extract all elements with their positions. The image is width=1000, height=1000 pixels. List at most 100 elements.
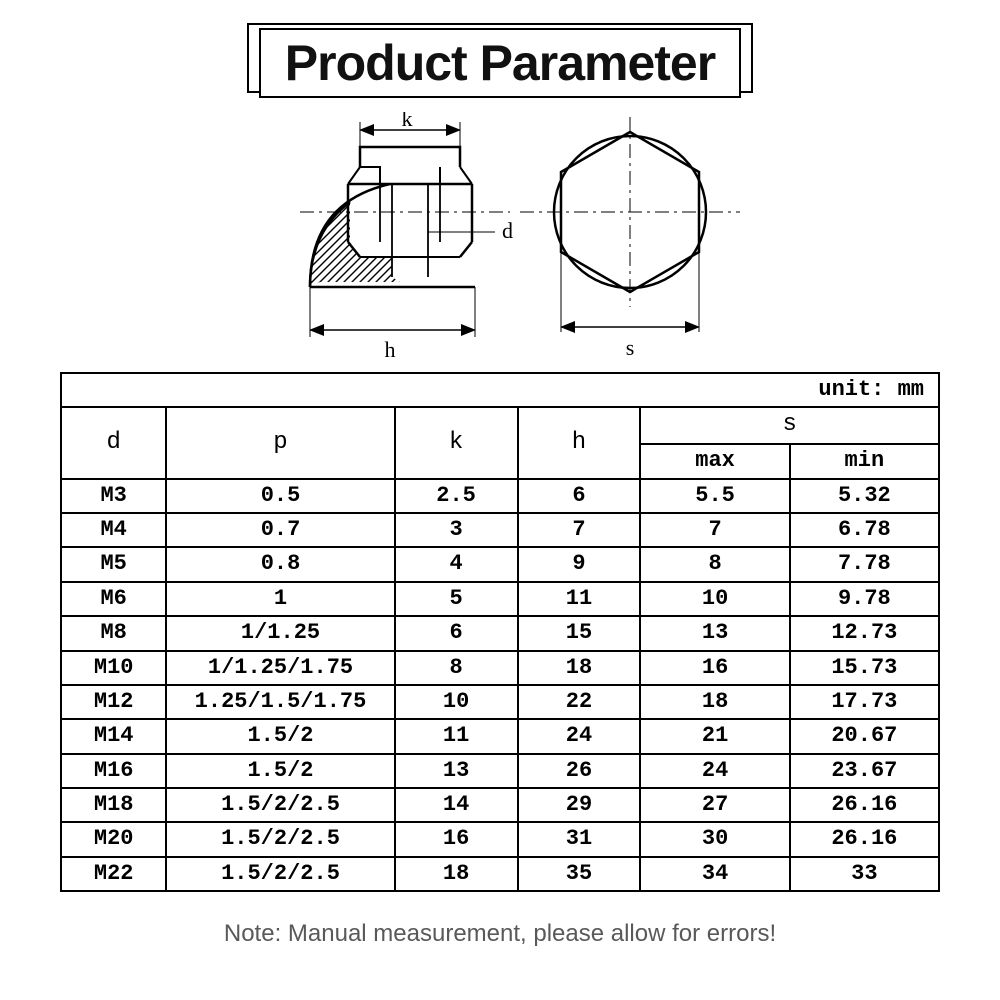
cell-k: 18: [395, 857, 518, 891]
table-body: M30.52.565.55.32M40.73776.78M50.84987.78…: [61, 479, 939, 892]
cell-p: 1: [166, 582, 394, 616]
table-row: M221.5/2/2.518353433: [61, 857, 939, 891]
table-row: M81/1.256151312.73: [61, 616, 939, 650]
cell-h: 7: [518, 513, 641, 547]
cell-h: 15: [518, 616, 641, 650]
col-h: h: [518, 407, 641, 478]
cell-smax: 8: [640, 547, 789, 581]
cell-d: M8: [61, 616, 166, 650]
cell-smax: 13: [640, 616, 789, 650]
footnote: Note: Manual measurement, please allow f…: [224, 920, 776, 948]
cell-p: 0.5: [166, 479, 394, 513]
col-s-min: min: [790, 444, 939, 478]
col-k: k: [395, 407, 518, 478]
dim-label-k: k: [402, 112, 413, 131]
cell-smin: 5.32: [790, 479, 939, 513]
cell-h: 22: [518, 685, 641, 719]
cell-smin: 20.67: [790, 719, 939, 753]
cell-h: 11: [518, 582, 641, 616]
cell-p: 1.5/2: [166, 719, 394, 753]
cell-smin: 15.73: [790, 651, 939, 685]
cell-smax: 30: [640, 822, 789, 856]
cell-k: 11: [395, 719, 518, 753]
cell-p: 1.5/2/2.5: [166, 822, 394, 856]
col-s: s: [640, 407, 939, 444]
cell-smin: 26.16: [790, 788, 939, 822]
cell-d: M3: [61, 479, 166, 513]
parameter-table-wrap: unit: mm d p k h s max min M30.52.565.55…: [60, 372, 940, 892]
table-row: M61511109.78: [61, 582, 939, 616]
cell-k: 14: [395, 788, 518, 822]
cell-smin: 6.78: [790, 513, 939, 547]
table-row: M181.5/2/2.514292726.16: [61, 788, 939, 822]
cell-smax: 34: [640, 857, 789, 891]
cell-p: 0.7: [166, 513, 394, 547]
cell-d: M18: [61, 788, 166, 822]
cell-smax: 16: [640, 651, 789, 685]
cell-d: M4: [61, 513, 166, 547]
cell-k: 10: [395, 685, 518, 719]
cell-h: 26: [518, 754, 641, 788]
cell-smin: 23.67: [790, 754, 939, 788]
cell-d: M22: [61, 857, 166, 891]
table-row: M121.25/1.5/1.7510221817.73: [61, 685, 939, 719]
cell-p: 1.5/2/2.5: [166, 857, 394, 891]
cell-smax: 7: [640, 513, 789, 547]
cell-k: 13: [395, 754, 518, 788]
page-title: Product Parameter: [285, 35, 715, 91]
dim-label-h: h: [385, 337, 396, 362]
table-row: M40.73776.78: [61, 513, 939, 547]
table-row: M101/1.25/1.758181615.73: [61, 651, 939, 685]
dim-label-s: s: [626, 335, 635, 360]
table-row: M161.5/213262423.67: [61, 754, 939, 788]
cell-smax: 24: [640, 754, 789, 788]
cell-k: 8: [395, 651, 518, 685]
cell-p: 1.5/2: [166, 754, 394, 788]
cell-h: 31: [518, 822, 641, 856]
cell-smin: 26.16: [790, 822, 939, 856]
cell-p: 1.5/2/2.5: [166, 788, 394, 822]
cell-p: 0.8: [166, 547, 394, 581]
dim-label-d: d: [502, 218, 513, 243]
col-d: d: [61, 407, 166, 478]
cell-k: 16: [395, 822, 518, 856]
cell-k: 5: [395, 582, 518, 616]
unit-label: unit: mm: [61, 373, 939, 407]
cell-smin: 33: [790, 857, 939, 891]
header-row-1: d p k h s: [61, 407, 939, 444]
col-s-max: max: [640, 444, 789, 478]
cell-smax: 18: [640, 685, 789, 719]
cell-smin: 7.78: [790, 547, 939, 581]
cell-d: M12: [61, 685, 166, 719]
cell-smax: 10: [640, 582, 789, 616]
cell-h: 6: [518, 479, 641, 513]
cell-smin: 9.78: [790, 582, 939, 616]
page-title-frame: Product Parameter: [259, 28, 741, 98]
table-row: M50.84987.78: [61, 547, 939, 581]
cell-h: 29: [518, 788, 641, 822]
cell-d: M16: [61, 754, 166, 788]
cell-h: 24: [518, 719, 641, 753]
cell-smin: 12.73: [790, 616, 939, 650]
cell-k: 2.5: [395, 479, 518, 513]
parameter-table: unit: mm d p k h s max min M30.52.565.55…: [60, 372, 940, 892]
cell-k: 3: [395, 513, 518, 547]
unit-row: unit: mm: [61, 373, 939, 407]
cell-d: M6: [61, 582, 166, 616]
cell-d: M5: [61, 547, 166, 581]
cell-smax: 21: [640, 719, 789, 753]
cell-h: 35: [518, 857, 641, 891]
technical-diagram: k d h s: [250, 112, 750, 362]
cell-k: 4: [395, 547, 518, 581]
col-p: p: [166, 407, 394, 478]
cell-d: M10: [61, 651, 166, 685]
cell-p: 1.25/1.5/1.75: [166, 685, 394, 719]
title-inner-border: Product Parameter: [259, 28, 741, 98]
cell-k: 6: [395, 616, 518, 650]
cell-p: 1/1.25: [166, 616, 394, 650]
cell-smax: 5.5: [640, 479, 789, 513]
cell-smax: 27: [640, 788, 789, 822]
table-row: M141.5/211242120.67: [61, 719, 939, 753]
table-row: M201.5/2/2.516313026.16: [61, 822, 939, 856]
cell-h: 18: [518, 651, 641, 685]
